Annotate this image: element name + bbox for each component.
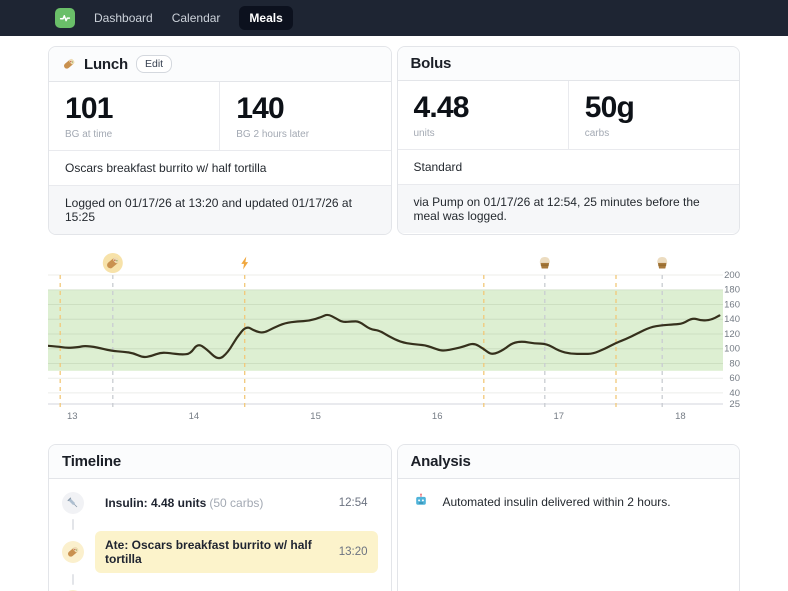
svg-text:40: 40 xyxy=(729,387,740,398)
timeline-list: Insulin: 4.48 units (50 carbs) 12:54 Ate:… xyxy=(49,479,391,591)
glucose-chart: 13 14 15 16 17 18 25 40 60 80 100 120 140 160 180 200 xyxy=(48,252,740,424)
timeline-entry-correction-1425[interactable]: Automatic correction: 0.59 units 14:25 xyxy=(49,586,391,591)
bolus-card-title: Bolus xyxy=(410,55,452,72)
svg-text:14: 14 xyxy=(189,411,200,422)
units-stat: 4.48 units xyxy=(398,81,568,149)
burrito-icon xyxy=(62,540,84,563)
analysis-card-title: Analysis xyxy=(410,452,471,470)
svg-text:140: 140 xyxy=(724,314,740,325)
svg-text:180: 180 xyxy=(724,284,740,295)
meal-card-title: Lunch xyxy=(84,55,128,73)
timeline-entry-time: 13:20 xyxy=(338,545,368,558)
carbs-label: carbs xyxy=(584,127,610,139)
meal-card: Lunch Edit 101 BG at time 140 BG 2 hours… xyxy=(48,46,392,235)
svg-text:25: 25 xyxy=(729,399,740,410)
bolus-stats: 4.48 units 50g carbs xyxy=(398,81,740,149)
svg-text:60: 60 xyxy=(729,373,740,384)
timeline-entry-content-highlighted: Ate: Oscars breakfast burrito w/ half to… xyxy=(95,530,378,573)
robot-icon xyxy=(414,493,428,512)
svg-text:200: 200 xyxy=(724,270,740,281)
timeline-connector xyxy=(72,573,74,585)
timeline-entry-content: Insulin: 4.48 units (50 carbs) 12:54 xyxy=(95,488,378,518)
svg-text:17: 17 xyxy=(554,411,565,422)
svg-text:160: 160 xyxy=(724,299,740,310)
nav-item-dashboard[interactable]: Dashboard xyxy=(94,11,153,25)
timeline-entry-time: 12:54 xyxy=(338,496,368,509)
nav-item-calendar[interactable]: Calendar xyxy=(171,11,221,25)
svg-text:120: 120 xyxy=(724,329,740,340)
analysis-item: Automated insulin delivered within 2 hou… xyxy=(398,479,740,526)
svg-text:16: 16 xyxy=(432,411,443,422)
timeline-card-header: Timeline xyxy=(49,444,391,479)
syringe-icon xyxy=(62,491,84,514)
svg-text:100: 100 xyxy=(724,343,740,354)
units-value: 4.48 xyxy=(413,91,470,124)
analysis-item-text: Automated insulin delivered within 2 hou… xyxy=(442,495,671,509)
bolus-delivery-note: via Pump on 01/17/26 at 12:54, 25 minute… xyxy=(397,183,739,233)
edit-meal-button[interactable]: Edit xyxy=(136,55,173,73)
meal-log-timestamp: Logged on 01/17/26 at 13:20 and updated … xyxy=(49,184,391,234)
analysis-card: Analysis Automated insulin delivered wit… xyxy=(396,443,740,591)
bg-2h-later-stat: 140 BG 2 hours later xyxy=(219,82,390,150)
burrito-icon xyxy=(62,57,76,71)
bolus-card-header: Bolus xyxy=(397,47,739,81)
timeline-entry-content: Automatic correction: 0.59 units 14:25 xyxy=(95,586,378,591)
bg-at-time-stat: 101 BG at time xyxy=(49,82,219,150)
carbs-value: 50g xyxy=(584,91,635,124)
timeline-connector xyxy=(72,518,74,530)
units-label: units xyxy=(413,127,435,139)
lightning-bolt-icon xyxy=(62,589,84,591)
top-navbar: Dashboard Calendar Meals xyxy=(0,0,788,36)
timeline-card: Timeline Insulin: 4.48 units (50 carbs) 1… xyxy=(48,443,392,591)
bg-2h-later-label: BG 2 hours later xyxy=(236,128,310,140)
meal-stats: 101 BG at time 140 BG 2 hours later xyxy=(49,82,391,150)
svg-text:13: 13 xyxy=(67,411,78,422)
svg-text:18: 18 xyxy=(675,411,686,422)
meal-card-header: Lunch Edit xyxy=(49,47,391,82)
timeline-card-title: Timeline xyxy=(62,452,121,470)
timeline-entry-text: Ate: Oscars breakfast burrito w/ half to… xyxy=(105,537,312,566)
bg-at-time-value: 101 xyxy=(65,92,113,125)
detail-cards: Timeline Insulin: 4.48 units (50 carbs) 1… xyxy=(48,443,740,591)
svg-text:15: 15 xyxy=(310,411,321,422)
bolus-card: Bolus 4.48 units 50g carbs Standard via … xyxy=(396,46,740,235)
meal-description: Oscars breakfast burrito w/ half tortill… xyxy=(49,149,391,185)
carbs-stat: 50g carbs xyxy=(567,81,739,149)
bolus-type: Standard xyxy=(397,148,739,184)
bg-2h-later-value: 140 xyxy=(236,92,284,125)
timeline-entry-insulin-1254[interactable]: Insulin: 4.48 units (50 carbs) 12:54 xyxy=(49,488,391,518)
svg-text:80: 80 xyxy=(729,358,740,369)
app-logo-icon[interactable] xyxy=(55,8,75,28)
timeline-entry-meal-1320[interactable]: Ate: Oscars breakfast burrito w/ half to… xyxy=(49,530,391,573)
bg-at-time-label: BG at time xyxy=(65,128,113,140)
timeline-entry-text: Insulin: 4.48 units (50 carbs) xyxy=(105,495,264,510)
nav-item-meals[interactable]: Meals xyxy=(239,6,293,30)
analysis-card-header: Analysis xyxy=(397,444,739,479)
summary-cards: Lunch Edit 101 BG at time 140 BG 2 hours… xyxy=(48,46,740,235)
